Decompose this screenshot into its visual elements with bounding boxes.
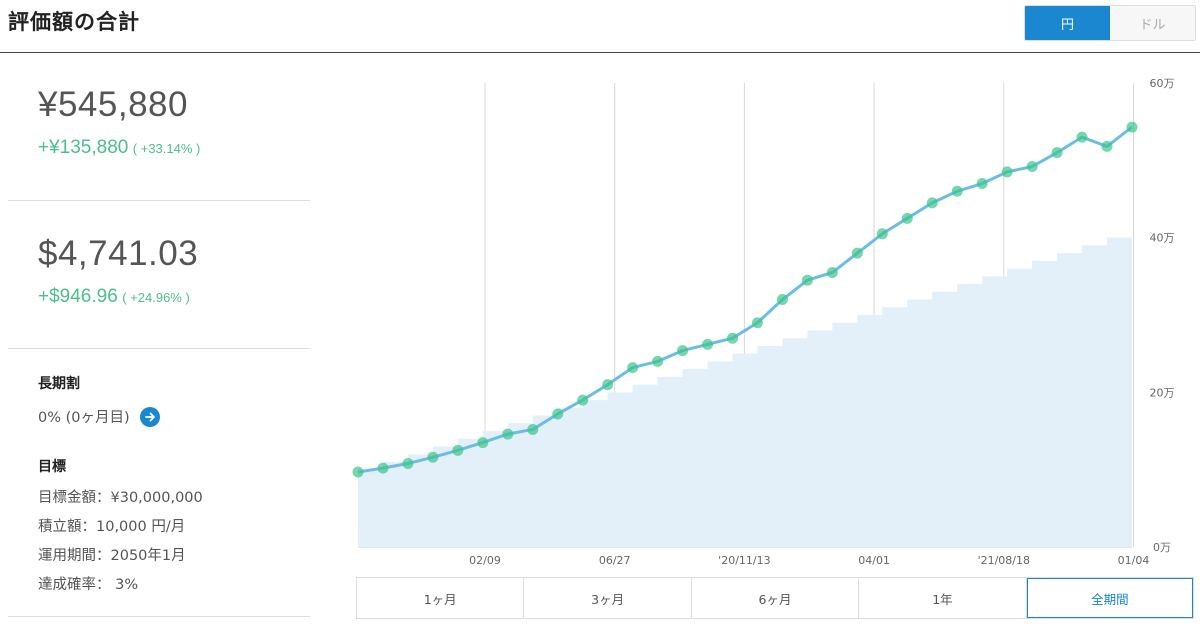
data-point[interactable]: [577, 394, 589, 406]
change-pct-usd: ( +24.96% ): [122, 290, 190, 305]
data-point[interactable]: [1101, 140, 1113, 152]
data-point[interactable]: [901, 212, 913, 224]
data-point[interactable]: [702, 338, 714, 350]
data-point[interactable]: [552, 408, 564, 420]
data-point[interactable]: [627, 362, 639, 374]
contribution-area: [358, 229, 1132, 547]
data-point[interactable]: [1026, 161, 1038, 173]
data-point[interactable]: [751, 317, 763, 329]
data-point[interactable]: [677, 345, 689, 357]
goal-monthly-contribution: 積立額：10,000 円/月: [38, 519, 186, 535]
goal-target-amount: 目標金額：¥30,000,000: [38, 490, 203, 506]
y-tick-label: 0万: [1153, 541, 1171, 554]
x-tick-label: 02/09: [469, 554, 501, 567]
y-tick-label: 60万: [1150, 77, 1175, 90]
currency-dollar-button[interactable]: ドル: [1110, 6, 1195, 40]
data-point[interactable]: [1076, 131, 1088, 143]
x-tick-label: 06/27: [599, 554, 631, 567]
data-point[interactable]: [1001, 166, 1013, 178]
data-point[interactable]: [452, 444, 464, 456]
data-point[interactable]: [851, 247, 863, 259]
data-point[interactable]: [1126, 121, 1138, 133]
x-tick-label: 01/04: [1118, 554, 1150, 567]
goal-section: [8, 348, 310, 617]
total-change-usd: +$946.96 ( +24.96% ): [38, 286, 190, 308]
data-point[interactable]: [876, 228, 888, 240]
data-point[interactable]: [727, 332, 739, 344]
data-point[interactable]: [427, 451, 439, 463]
choki-value-row: 0% (0ヶ月目): [38, 406, 160, 427]
total-change-jpy: +¥135,880 ( +33.14% ): [38, 137, 200, 159]
y-tick-label: 40万: [1150, 232, 1175, 245]
currency-toggle[interactable]: 円 ドル: [1024, 5, 1196, 41]
data-point[interactable]: [1051, 147, 1063, 159]
data-point[interactable]: [951, 185, 963, 197]
x-tick-label: '20/11/13: [718, 554, 770, 567]
choki-value: 0% (0ヶ月目): [38, 410, 130, 426]
range-all-button[interactable]: 全期間: [1026, 578, 1194, 618]
choki-heading: 長期割: [38, 376, 80, 392]
data-point[interactable]: [527, 423, 539, 435]
change-amount-usd: +$946.96: [38, 286, 118, 307]
data-point[interactable]: [926, 197, 938, 209]
data-point[interactable]: [377, 462, 389, 474]
summary-usd: $4,741.03 +$946.96 ( +24.96% ): [8, 200, 310, 349]
data-point[interactable]: [976, 178, 988, 190]
range-6m-button[interactable]: 6ヶ月: [692, 578, 860, 618]
header: 評価額の合計 円 ドル: [0, 0, 1200, 53]
summary-jpy: ¥545,880 +¥135,880 ( +33.14% ): [8, 53, 310, 201]
change-amount-jpy: +¥135,880: [38, 137, 129, 158]
goal-period: 運用期間：2050年1月: [38, 548, 186, 564]
data-point[interactable]: [602, 379, 614, 391]
currency-yen-button[interactable]: 円: [1025, 6, 1110, 40]
range-3m-button[interactable]: 3ヶ月: [524, 578, 692, 618]
data-point[interactable]: [502, 428, 514, 440]
change-pct-jpy: ( +33.14% ): [132, 141, 201, 156]
data-point[interactable]: [826, 266, 838, 278]
valuation-chart: 0万 20万 40万 60万 02/09 06/27 '20/11/13 04/01 '21/0…: [352, 77, 1175, 567]
data-point[interactable]: [801, 274, 813, 286]
y-tick-label: 20万: [1150, 386, 1175, 399]
goal-heading: 目標: [38, 459, 66, 475]
x-tick-label: '21/08/18: [978, 554, 1030, 567]
page-title: 評価額の合計: [8, 10, 140, 34]
goal-probability: 達成確率： 3%: [38, 577, 139, 593]
total-amount-usd: $4,741.03: [38, 234, 199, 273]
data-point[interactable]: [652, 355, 664, 367]
range-1m-button[interactable]: 1ヶ月: [357, 578, 525, 618]
range-1y-button[interactable]: 1年: [859, 578, 1027, 618]
data-point[interactable]: [776, 294, 788, 306]
range-selector[interactable]: 1ヶ月 3ヶ月 6ヶ月 1年 全期間: [356, 577, 1194, 619]
data-point[interactable]: [352, 466, 364, 478]
arrow-right-icon[interactable]: [139, 406, 160, 427]
data-point[interactable]: [477, 437, 489, 449]
data-point[interactable]: [402, 457, 414, 469]
total-amount-jpy: ¥545,880: [38, 85, 188, 124]
x-tick-label: 04/01: [858, 554, 890, 567]
